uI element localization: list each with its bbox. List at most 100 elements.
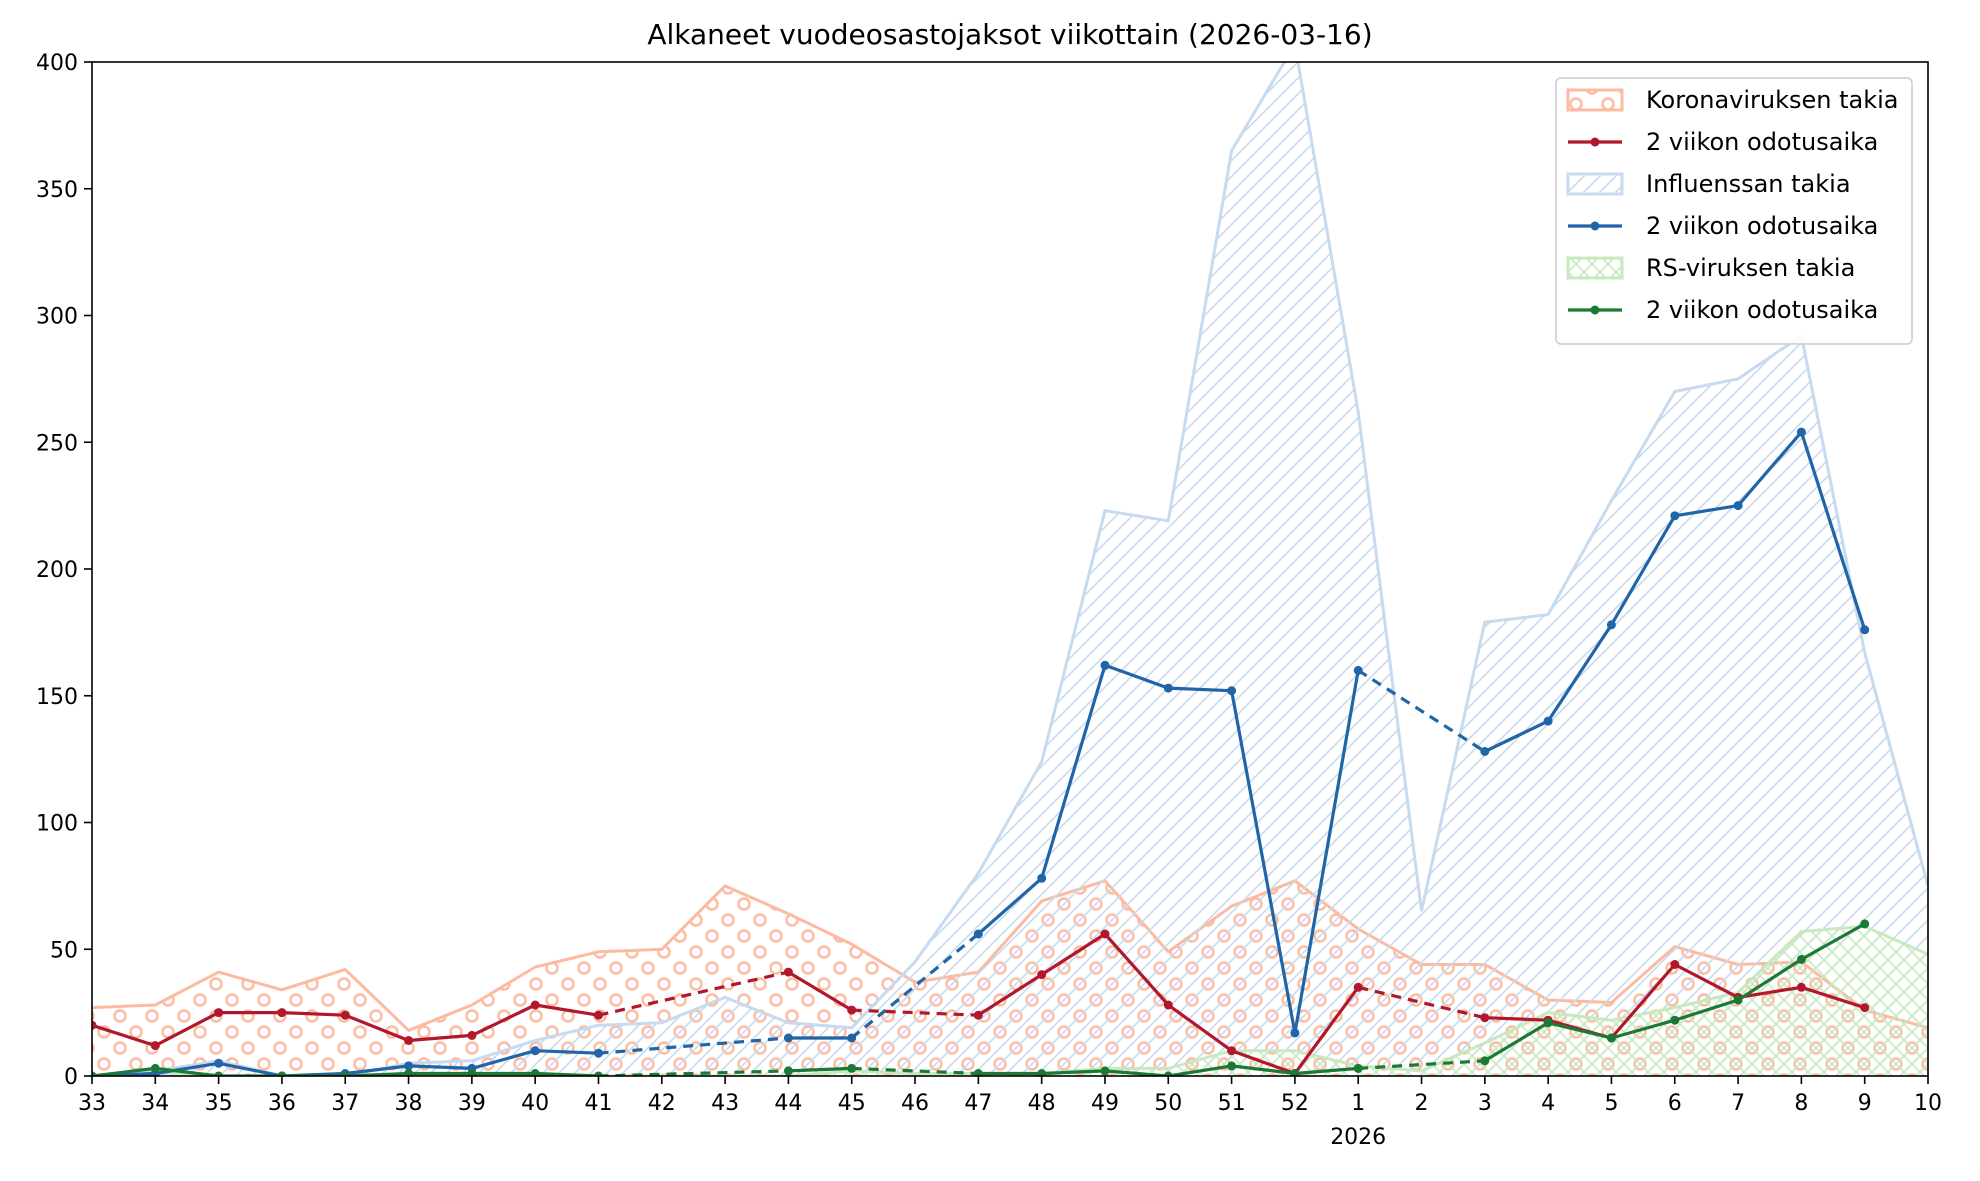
series-0-segment [786,970,854,1012]
x-tick-label: 8 [1794,1091,1808,1116]
series-2-segment [1293,1066,1360,1076]
series-1-point [404,1061,414,1071]
series-0-segment [153,1010,221,1048]
series-1-segment [217,1061,284,1076]
series-2-point [1670,1015,1680,1025]
series-1-point [1543,716,1553,726]
series-0-segment [1799,985,1867,1010]
series-0-point [1227,1046,1237,1056]
series-1-point [783,1033,793,1043]
series-1-point [1480,747,1490,756]
series-1-point [1670,511,1680,521]
series-1-segment [1673,504,1740,518]
series-2-segment [1229,1064,1297,1076]
series-2-point [973,1069,983,1076]
series-2-segment [1799,922,1867,962]
series-0-point [214,1008,224,1018]
series-1-segment [976,876,1044,936]
series-1-point [1290,1028,1300,1038]
series-2-point [1480,1056,1490,1066]
series-0-point [1670,960,1680,969]
series-2-point [1290,1069,1300,1076]
series-0-point [467,1030,477,1040]
series-2-point [92,1071,97,1076]
series-1-point [214,1058,224,1068]
legend: Koronaviruksen takia 2 viikon odotusaika I… [1555,77,1913,345]
series-1-segment [1103,663,1170,690]
series-2-point [1543,1018,1553,1028]
series-1-point [1733,501,1743,511]
series-0-segment [470,1003,537,1038]
series-2-segment [1103,1069,1170,1076]
series-0-segment [1736,985,1804,1000]
series-2-segment [153,1066,221,1076]
x-tick-label: 4 [1541,1091,1555,1116]
x-tick-label: 47 [964,1091,992,1116]
series-1-point [847,1033,857,1043]
legend-marker [1590,137,1600,147]
series-1-point [973,929,983,939]
series-0-point [783,967,793,977]
x-tick-label: 34 [141,1091,169,1116]
x-tick-label: 3 [1478,1091,1492,1116]
series-0-point [1860,1003,1870,1013]
x-tick-label: 51 [1218,1091,1246,1116]
series-1-point [1606,620,1616,630]
series-1-point [530,1046,540,1056]
legend-label: 2 viikon odotusaika [1646,296,1878,324]
x-tick-label: 5 [1604,1091,1618,1116]
x-tick-label: 36 [268,1091,296,1116]
series-1-segment [1609,514,1677,627]
series-2-point [783,1066,793,1076]
series-0-point [277,1008,287,1018]
series-2-point [1163,1071,1173,1076]
legend-swatch [1566,172,1624,196]
series-0-segment [1483,1016,1550,1022]
series-2-point [1353,1063,1363,1073]
legend-label: 2 viikon odotusaika [1646,128,1878,156]
legend-swatch [1566,88,1624,112]
series-0-segment [1229,1049,1297,1076]
x-tick-label: 45 [838,1091,866,1116]
series-1-point [1353,665,1363,675]
x-tick-label: 6 [1668,1091,1682,1116]
series-2-point [277,1071,287,1076]
series-0-point [1353,982,1363,992]
series-2-segment [1673,998,1740,1022]
series-1-point [1227,686,1237,696]
y-tick-label: 150 [36,685,78,710]
series-1-segment [407,1064,474,1071]
area-fill-2 [92,926,1928,1076]
y-tick-label: 350 [36,178,78,203]
x-tick-label: 38 [395,1091,423,1116]
x-tick-label: 2 [1415,1091,1429,1116]
x-tick-label: 37 [331,1091,359,1116]
y-tick-label: 300 [36,305,78,330]
series-2-point [214,1071,224,1076]
chart-title: Alkaneet vuodeosastojaksot viikottain (2… [647,18,1372,51]
series-2-segment [598,1069,789,1076]
y-tick-label: 400 [36,51,78,76]
x-tick-label: 42 [648,1091,676,1116]
legend-label: Koronaviruksen takia [1646,86,1899,114]
legend-label: 2 viikon odotusaika [1646,212,1878,240]
plot-area [92,62,1928,1076]
series-0-point [1100,929,1110,939]
series-1-segment [1736,430,1804,508]
series-0-point [530,1000,540,1010]
series-2-point [594,1071,603,1076]
x-tick-label: 40 [521,1091,549,1116]
series-2-point [1037,1069,1047,1076]
x-tick-label: 43 [711,1091,739,1116]
series-1-segment [1357,669,1486,753]
series-0-segment [1609,962,1677,1040]
series-2-point [467,1069,477,1076]
legend-label: RS-viruksen takia [1646,254,1855,282]
series-2-point [404,1069,414,1076]
series-0-point [1480,1013,1490,1023]
x-axis-year-label: 2026 [1330,1125,1386,1150]
series-2-point [150,1063,160,1073]
